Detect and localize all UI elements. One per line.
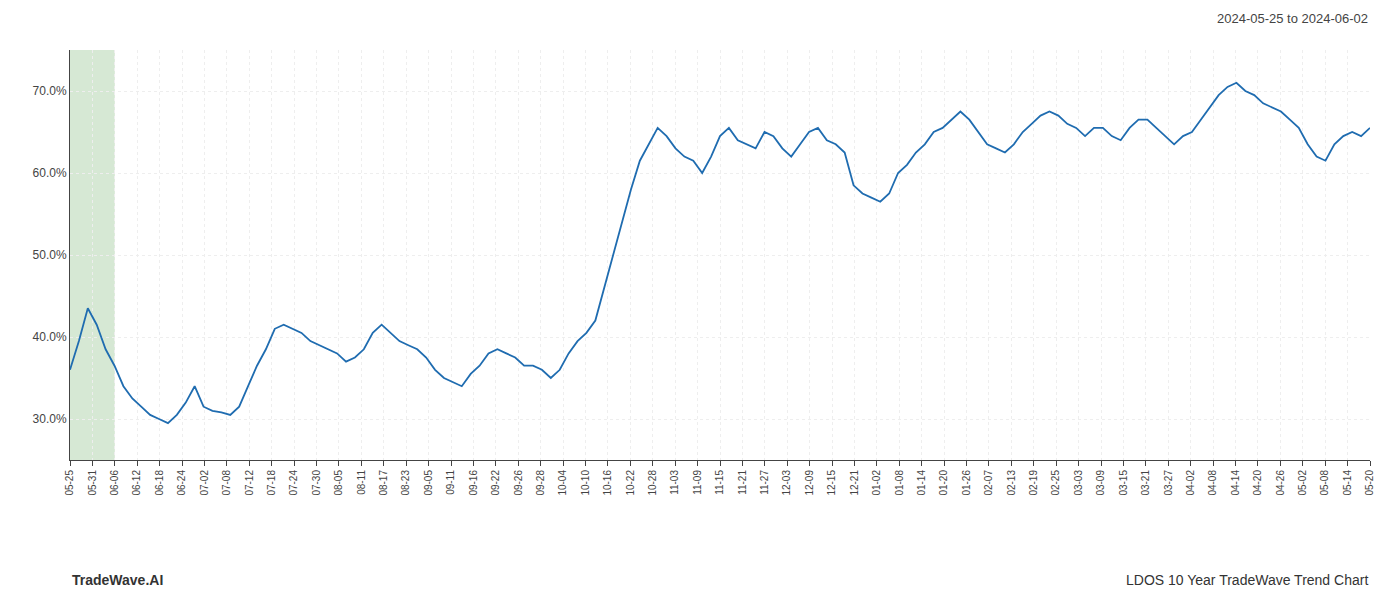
svg-text:10-04: 10-04: [557, 470, 568, 496]
svg-text:02-13: 02-13: [1006, 470, 1017, 496]
svg-text:01-08: 01-08: [894, 470, 905, 496]
svg-text:07-02: 07-02: [199, 470, 210, 496]
svg-text:04-02: 04-02: [1185, 470, 1196, 496]
svg-text:03-09: 03-09: [1095, 470, 1106, 496]
svg-text:60.0%: 60.0%: [33, 166, 67, 180]
svg-text:07-18: 07-18: [266, 470, 277, 496]
svg-text:01-20: 01-20: [938, 470, 949, 496]
svg-text:01-02: 01-02: [871, 470, 882, 496]
svg-text:05-08: 05-08: [1319, 470, 1330, 496]
svg-text:LDOS 10 Year TradeWave Trend C: LDOS 10 Year TradeWave Trend Chart: [1126, 572, 1368, 588]
svg-text:07-12: 07-12: [244, 470, 255, 496]
svg-text:10-10: 10-10: [580, 470, 591, 496]
svg-text:70.0%: 70.0%: [33, 84, 67, 98]
svg-text:11-27: 11-27: [759, 470, 770, 495]
svg-text:50.0%: 50.0%: [33, 248, 67, 262]
svg-text:09-11: 09-11: [445, 470, 456, 495]
svg-text:08-11: 08-11: [356, 470, 367, 495]
svg-text:03-21: 03-21: [1140, 470, 1151, 496]
svg-text:40.0%: 40.0%: [33, 330, 67, 344]
svg-text:09-05: 09-05: [423, 470, 434, 496]
svg-text:02-07: 02-07: [983, 470, 994, 496]
svg-text:05-14: 05-14: [1342, 470, 1353, 496]
svg-text:12-09: 12-09: [804, 470, 815, 496]
svg-text:05-31: 05-31: [87, 470, 98, 496]
svg-text:30.0%: 30.0%: [33, 412, 67, 426]
svg-text:04-20: 04-20: [1252, 470, 1263, 496]
svg-text:09-28: 09-28: [535, 470, 546, 496]
svg-text:09-22: 09-22: [490, 470, 501, 496]
svg-text:2024-05-25 to 2024-06-02: 2024-05-25 to 2024-06-02: [1217, 11, 1368, 26]
svg-text:10-22: 10-22: [625, 470, 636, 496]
svg-text:11-03: 11-03: [669, 470, 680, 495]
svg-text:04-08: 04-08: [1207, 470, 1218, 496]
svg-text:12-21: 12-21: [849, 470, 860, 496]
svg-text:07-24: 07-24: [288, 470, 299, 496]
svg-text:06-12: 06-12: [131, 470, 142, 496]
svg-text:10-16: 10-16: [602, 470, 613, 496]
svg-text:03-27: 03-27: [1163, 470, 1174, 496]
svg-text:11-21: 11-21: [737, 470, 748, 495]
svg-text:11-15: 11-15: [714, 470, 725, 495]
svg-text:05-25: 05-25: [64, 470, 75, 496]
svg-text:08-23: 08-23: [400, 470, 411, 496]
svg-text:05-20: 05-20: [1364, 470, 1375, 496]
svg-text:01-26: 01-26: [961, 470, 972, 496]
svg-text:07-08: 07-08: [221, 470, 232, 496]
svg-text:02-19: 02-19: [1028, 470, 1039, 496]
svg-text:09-26: 09-26: [513, 470, 524, 496]
svg-text:08-17: 08-17: [378, 470, 389, 496]
svg-text:TradeWave.AI: TradeWave.AI: [72, 572, 163, 588]
svg-text:12-15: 12-15: [826, 470, 837, 496]
svg-text:06-24: 06-24: [176, 470, 187, 496]
svg-text:05-02: 05-02: [1297, 470, 1308, 496]
svg-text:02-25: 02-25: [1050, 470, 1061, 496]
svg-text:04-26: 04-26: [1275, 470, 1286, 496]
svg-text:04-14: 04-14: [1230, 470, 1241, 496]
svg-text:06-18: 06-18: [154, 470, 165, 496]
svg-text:09-16: 09-16: [468, 470, 479, 496]
svg-text:06-06: 06-06: [109, 470, 120, 496]
svg-text:08-05: 08-05: [333, 470, 344, 496]
svg-text:03-03: 03-03: [1073, 470, 1084, 496]
svg-text:10-28: 10-28: [647, 470, 658, 496]
svg-text:01-14: 01-14: [916, 470, 927, 496]
svg-text:03-15: 03-15: [1118, 470, 1129, 496]
svg-text:07-30: 07-30: [311, 470, 322, 496]
svg-text:12-03: 12-03: [781, 470, 792, 496]
svg-text:11-09: 11-09: [692, 470, 703, 495]
